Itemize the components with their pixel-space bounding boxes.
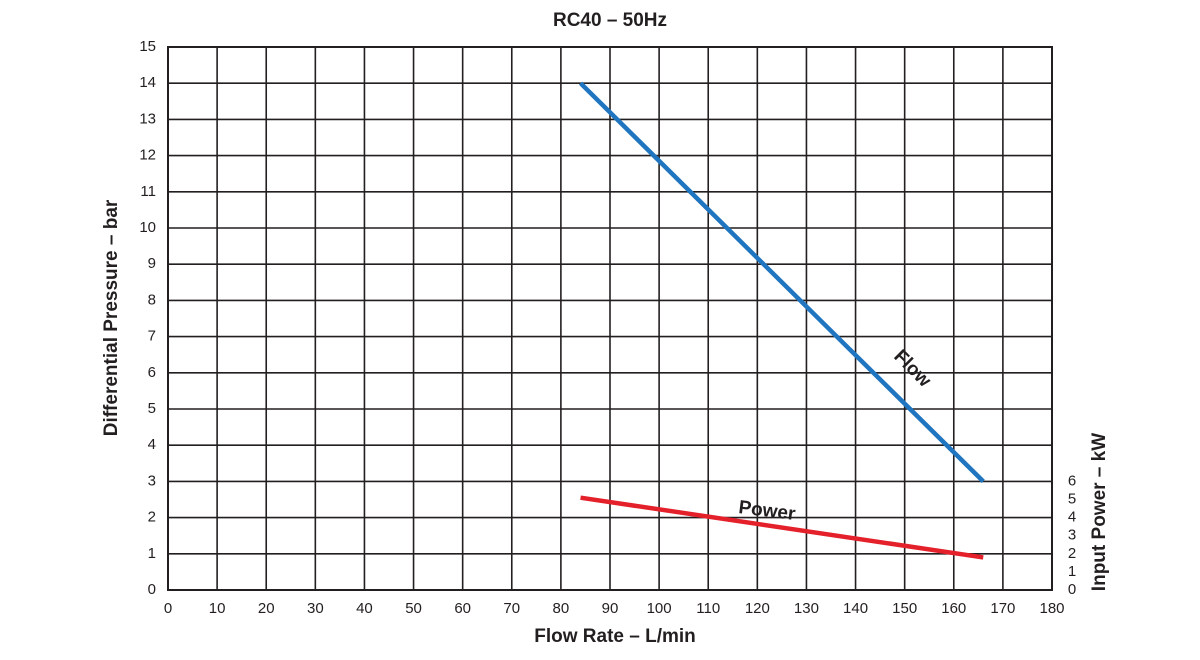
chart-title: RC40 – 50Hz bbox=[553, 10, 667, 31]
y2-tick-label: 2 bbox=[1068, 545, 1076, 562]
y2-tick-label: 4 bbox=[1068, 509, 1076, 526]
y-tick-label: 4 bbox=[148, 436, 156, 453]
y-tick-label: 12 bbox=[139, 147, 156, 164]
y-tick-label: 13 bbox=[139, 110, 156, 127]
x-tick-label: 140 bbox=[843, 600, 868, 617]
x-tick-label: 0 bbox=[164, 600, 172, 617]
y-tick-label: 11 bbox=[140, 183, 156, 200]
x-tick-label: 30 bbox=[307, 600, 324, 617]
y-tick-label: 9 bbox=[148, 255, 156, 272]
y2-tick-label: 0 bbox=[1068, 581, 1076, 598]
x-tick-label: 130 bbox=[794, 600, 819, 617]
x-tick-label: 150 bbox=[892, 600, 917, 617]
y-tick-label: 0 bbox=[148, 581, 156, 598]
x-tick-label: 60 bbox=[454, 600, 471, 617]
y2-axis-title: Input Power – kW bbox=[1089, 433, 1110, 591]
x-tick-label: 100 bbox=[647, 600, 672, 617]
y-tick-label: 15 bbox=[139, 38, 156, 55]
y2-tick-label: 5 bbox=[1068, 490, 1076, 507]
y-tick-label: 14 bbox=[139, 74, 156, 91]
y-tick-label: 1 bbox=[148, 545, 156, 562]
x-tick-label: 40 bbox=[356, 600, 373, 617]
series-label: Flow bbox=[890, 346, 936, 392]
x-tick-label: 180 bbox=[1039, 600, 1064, 617]
x-tick-label: 20 bbox=[258, 600, 275, 617]
y-tick-label: 8 bbox=[148, 291, 156, 308]
plot-border bbox=[167, 46, 1053, 591]
x-tick-label: 90 bbox=[602, 600, 619, 617]
x-tick-label: 120 bbox=[745, 600, 770, 617]
x-tick-label: 110 bbox=[696, 600, 720, 617]
x-tick-label: 170 bbox=[990, 600, 1015, 617]
x-tick-label: 160 bbox=[941, 600, 966, 617]
series-line bbox=[578, 81, 985, 483]
y2-tick-label: 3 bbox=[1068, 527, 1076, 544]
x-tick-label: 70 bbox=[503, 600, 520, 617]
y-tick-label: 10 bbox=[139, 219, 156, 236]
y2-tick-label: 6 bbox=[1068, 472, 1076, 489]
series-line bbox=[580, 495, 984, 560]
x-tick-label: 50 bbox=[405, 600, 422, 617]
x-tick-label: 10 bbox=[209, 600, 226, 617]
y-tick-label: 6 bbox=[148, 364, 156, 381]
y-tick-label: 5 bbox=[148, 400, 156, 417]
y2-tick-label: 1 bbox=[1068, 563, 1076, 580]
y-tick-label: 3 bbox=[148, 472, 156, 489]
y-tick-label: 2 bbox=[148, 509, 156, 526]
x-axis-title: Flow Rate – L/min bbox=[534, 626, 696, 647]
y-tick-label: 7 bbox=[148, 328, 156, 345]
y-axis-title: Differential Pressure – bar bbox=[101, 199, 122, 436]
x-tick-label: 80 bbox=[553, 600, 570, 617]
